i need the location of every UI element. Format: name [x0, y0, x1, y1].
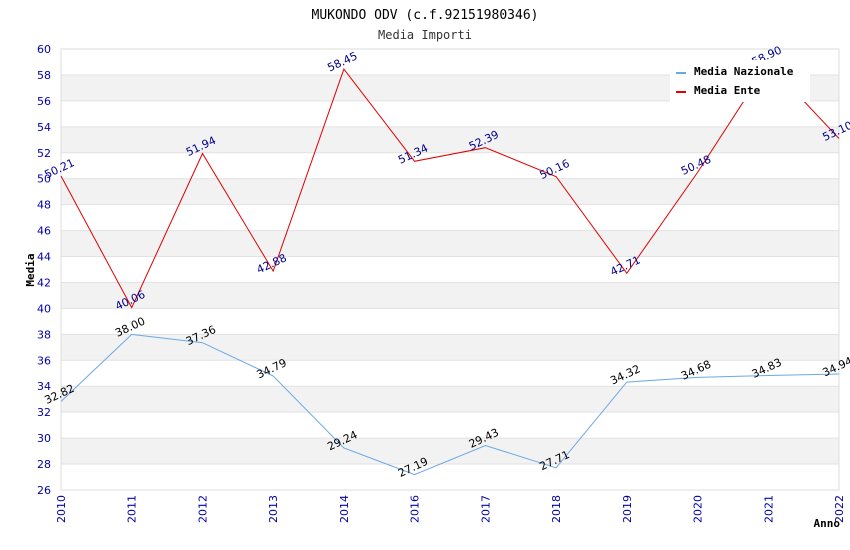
series-lines	[60, 62, 840, 476]
legend-label-ente: Media Ente	[694, 84, 761, 97]
x-tick-label: 2011	[126, 495, 139, 523]
legend-background	[670, 60, 810, 102]
data-label: 42.71	[608, 254, 642, 279]
data-label: 58.45	[325, 49, 359, 74]
y-tick-label: 42	[37, 276, 51, 289]
y-tick-label: 60	[37, 43, 51, 56]
grid-band	[61, 334, 839, 361]
y-tick-label: 30	[37, 432, 51, 445]
grid-band	[61, 126, 839, 153]
y-axis-label: Media	[24, 253, 37, 286]
x-tick-label: 2013	[267, 495, 280, 523]
data-label: 50.21	[42, 156, 76, 181]
y-tick-label: 56	[37, 95, 51, 108]
data-label: 34.68	[679, 358, 713, 383]
grid-band	[61, 282, 839, 309]
x-tick-label: 2019	[621, 495, 634, 523]
y-tick-label: 38	[37, 328, 51, 341]
y-tick-label: 46	[37, 225, 51, 238]
x-tick-label: 2021	[762, 495, 775, 523]
x-tick-label: 2010	[55, 495, 68, 523]
y-tick-label: 54	[37, 121, 51, 134]
y-tick-label: 48	[37, 199, 51, 212]
legend-label-nazionale: Media Nazionale	[694, 65, 794, 78]
y-tick-label: 36	[37, 354, 51, 367]
axes: 26 28 30 32 34 36 38 40 42 44 46 48 50 52 54 56 58 60 2010…	[37, 43, 846, 523]
chart-title: MUKONDO ODV (c.f.92151980346)	[312, 8, 539, 23]
x-tick-label: 2022	[833, 495, 846, 523]
y-tick-label: 58	[37, 69, 51, 82]
plot-frame	[60, 48, 840, 491]
x-tick-label: 2012	[196, 495, 209, 523]
y-tick-label: 28	[37, 458, 51, 471]
grid	[61, 48, 839, 491]
y-tick-label: 32	[37, 406, 51, 419]
y-tick-label: 52	[37, 147, 51, 160]
series-line-nazionale	[60, 333, 840, 476]
y-tick-label: 44	[37, 251, 51, 264]
grid-band	[61, 230, 839, 257]
x-tick-label: 2020	[692, 495, 705, 523]
x-axis-label: Anno	[814, 517, 841, 530]
grid-band	[61, 386, 839, 413]
legend: Media Nazionale Media Ente	[670, 60, 810, 102]
series-line-ente	[60, 62, 840, 309]
x-tick-label: 2014	[338, 495, 351, 523]
grid-band	[61, 178, 839, 205]
y-tick-label: 26	[37, 484, 51, 497]
y-tick-label: 50	[37, 173, 51, 186]
x-tick-label: 2018	[550, 495, 563, 523]
chart-subtitle: Media Importi	[378, 28, 472, 42]
x-tick-label: 2016	[409, 495, 422, 523]
y-tick-label: 40	[37, 302, 51, 315]
x-tick-label: 2017	[479, 495, 492, 523]
y-tick-label: 34	[37, 380, 51, 393]
